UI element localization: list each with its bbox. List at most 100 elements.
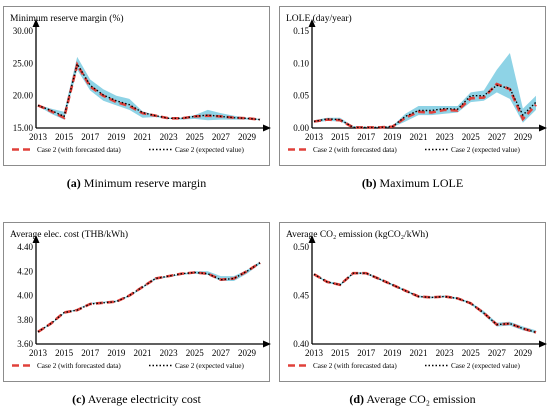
legend-label-expected: Case 2 (expected value) [451,146,520,154]
chart-panel-co2: Average CO₂ emission (kgCO₂/kWh) 0.40 0.45… [279,222,547,382]
x-axis-arrow [263,124,271,132]
x-tick-label: 2027 [212,348,231,358]
x-tick-label: 2013 [29,348,48,358]
legend-label-forecast: Case 2 (with forecasted data) [313,362,397,370]
x-tick-label: 2023 [160,348,179,358]
legend-label-forecast: Case 2 (with forecasted data) [37,362,121,370]
series-line-forecast [37,61,261,121]
chart-title: Average CO₂ emission (kgCO₂/kWh) [286,229,428,240]
x-tick-label: 2015 [331,348,350,358]
legend-label-forecast: Case 2 (with forecasted data) [313,146,397,154]
caption-label: (c) [72,392,86,406]
x-tick-label: 2021 [133,348,151,358]
chart-co2: Average CO₂ emission (kgCO₂/kWh) 0.40 0.45… [286,229,547,370]
caption-reserve-margin: (a) Minimum reserve margin [3,176,270,191]
x-tick-label: 2027 [212,132,231,142]
caption-label: (a) [66,176,81,190]
x-tick-label: 2025 [462,348,481,358]
x-axis-arrow [263,340,271,348]
y-tick-label: 3.80 [17,315,33,325]
x-tick-label: 2021 [409,348,427,358]
x-tick-label: 2023 [436,132,455,142]
caption-lole: (b) Maximum LOLE [279,176,546,191]
y-tick-label: 0.10 [293,58,309,68]
y-tick-label: 30.00 [13,26,34,36]
x-tick-label: 2013 [305,348,324,358]
x-tick-label: 2017 [357,132,376,142]
x-axis-arrow [539,124,547,132]
x-tick-label: 2013 [29,132,48,142]
legend-label-expected: Case 2 (expected value) [175,362,244,370]
x-tick-label: 2029 [238,132,257,142]
x-tick-label: 2029 [514,132,533,142]
chart-title: LOLE (day/year) [286,13,352,24]
x-tick-label: 2027 [488,348,507,358]
legend-label-forecast: Case 2 (with forecasted data) [37,146,121,154]
x-tick-label: 2015 [55,132,74,142]
y-axis-arrow [308,235,316,243]
x-tick-label: 2021 [409,132,427,142]
x-tick-label: 2029 [514,348,533,358]
caption-text: Maximum LOLE [379,176,464,190]
caption-text: Average CO₂ emission [366,392,476,406]
y-axis-arrow [308,19,316,27]
x-tick-label: 2019 [107,132,126,142]
y-tick-label: 0.50 [293,242,309,252]
caption-label: (d) [349,392,365,406]
chart-title: Average elec. cost (THB/kWh) [10,229,128,240]
y-tick-label: 4.00 [17,291,33,301]
x-tick-label: 2027 [488,132,507,142]
x-tick-label: 2023 [436,348,455,358]
x-tick-label: 2025 [186,348,205,358]
x-tick-label: 2021 [133,132,151,142]
uncertainty-band [314,53,536,128]
x-axis-arrow [539,340,547,348]
chart-panel-elec-cost: Average elec. cost (THB/kWh) 3.60 3.80 4.00… [3,222,271,382]
chart-panel-reserve-margin: Minimum reserve margin (%) 15.00 20.00 25.0… [3,6,271,166]
x-tick-label: 2015 [55,348,74,358]
x-tick-label: 2013 [305,132,324,142]
caption-text: Minimum reserve margin [83,176,207,190]
chart-lole: LOLE (day/year) 0.00 0.05 0.10 0.15 2013 2015 2… [286,13,547,154]
x-tick-label: 2029 [238,348,257,358]
uncertainty-band [38,56,260,121]
chart-elec-cost: Average elec. cost (THB/kWh) 3.60 3.80 4.00… [10,229,271,370]
y-tick-label: 15.00 [13,123,34,133]
x-tick-label: 2019 [383,132,402,142]
y-tick-label: 20.00 [13,91,34,101]
x-tick-label: 2019 [107,348,126,358]
y-tick-label: 0.00 [293,123,309,133]
y-tick-label: 0.45 [293,291,309,301]
x-tick-label: 2017 [81,348,100,358]
y-tick-label: 4.40 [17,242,33,252]
caption-elec-cost: (c) Average electricity cost [3,392,270,407]
y-axis-arrow [32,19,40,27]
caption-label: (b) [361,176,377,190]
series-line-forecast [313,271,537,334]
series-line-expected [313,272,537,334]
series-line-expected [313,84,537,129]
caption-text: Average electricity cost [87,392,201,406]
y-tick-label: 0.15 [293,26,309,36]
series-line-expected [37,262,261,333]
y-tick-label: 4.20 [17,266,33,276]
y-tick-label: 3.60 [17,339,33,349]
y-axis-arrow [32,235,40,243]
series-line-forecast [37,261,261,333]
y-tick-label: 0.05 [293,91,309,101]
x-tick-label: 2017 [81,132,100,142]
legend-label-expected: Case 2 (expected value) [451,362,520,370]
x-tick-label: 2015 [331,132,350,142]
caption-co2: (d) Average CO₂ emission [279,392,546,407]
x-tick-label: 2023 [160,132,179,142]
chart-panel-lole: LOLE (day/year) 0.00 0.05 0.10 0.15 2013 2015 2… [279,6,547,166]
x-tick-label: 2017 [357,348,376,358]
x-tick-label: 2025 [462,132,481,142]
x-tick-label: 2025 [186,132,205,142]
legend-label-expected: Case 2 (expected value) [175,146,244,154]
chart-title: Minimum reserve margin (%) [10,13,124,24]
y-tick-label: 25.00 [13,58,34,68]
uncertainty-band [38,261,260,332]
y-tick-label: 0.40 [293,339,309,349]
chart-reserve-margin: Minimum reserve margin (%) 15.00 20.00 25.0… [10,13,271,154]
